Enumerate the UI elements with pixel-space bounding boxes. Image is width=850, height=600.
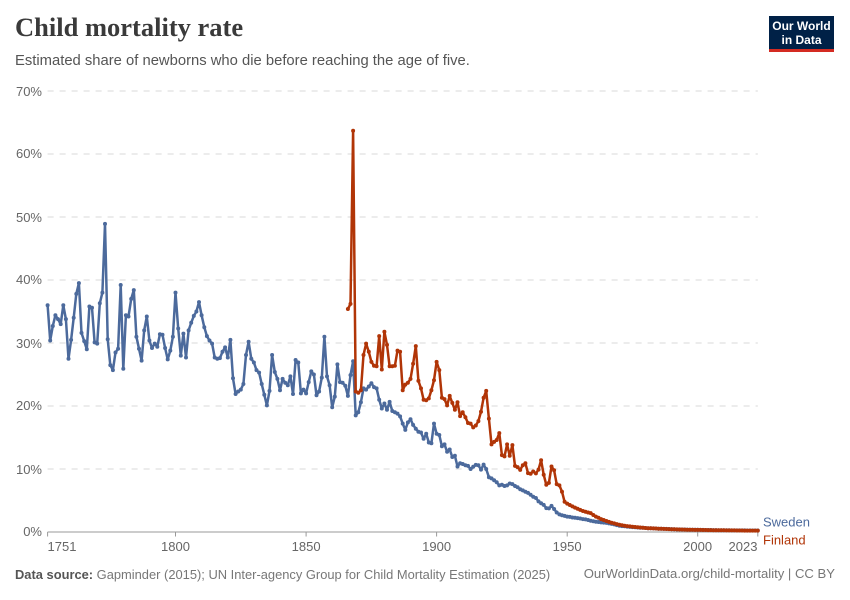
svg-text:1950: 1950 [553, 539, 582, 554]
svg-text:1751: 1751 [48, 539, 77, 554]
svg-text:Finland: Finland [763, 533, 806, 548]
svg-text:20%: 20% [16, 398, 42, 413]
svg-text:30%: 30% [16, 336, 42, 351]
svg-text:10%: 10% [16, 462, 42, 477]
svg-text:50%: 50% [16, 210, 42, 225]
svg-text:Sweden: Sweden [763, 515, 810, 530]
svg-text:60%: 60% [16, 146, 42, 161]
svg-text:70%: 70% [16, 84, 42, 99]
svg-text:1800: 1800 [161, 539, 190, 554]
svg-text:40%: 40% [16, 272, 42, 287]
svg-text:1850: 1850 [292, 539, 321, 554]
svg-text:0%: 0% [23, 524, 42, 539]
svg-text:2023: 2023 [729, 539, 758, 554]
svg-text:2000: 2000 [683, 539, 712, 554]
svg-text:1900: 1900 [422, 539, 451, 554]
